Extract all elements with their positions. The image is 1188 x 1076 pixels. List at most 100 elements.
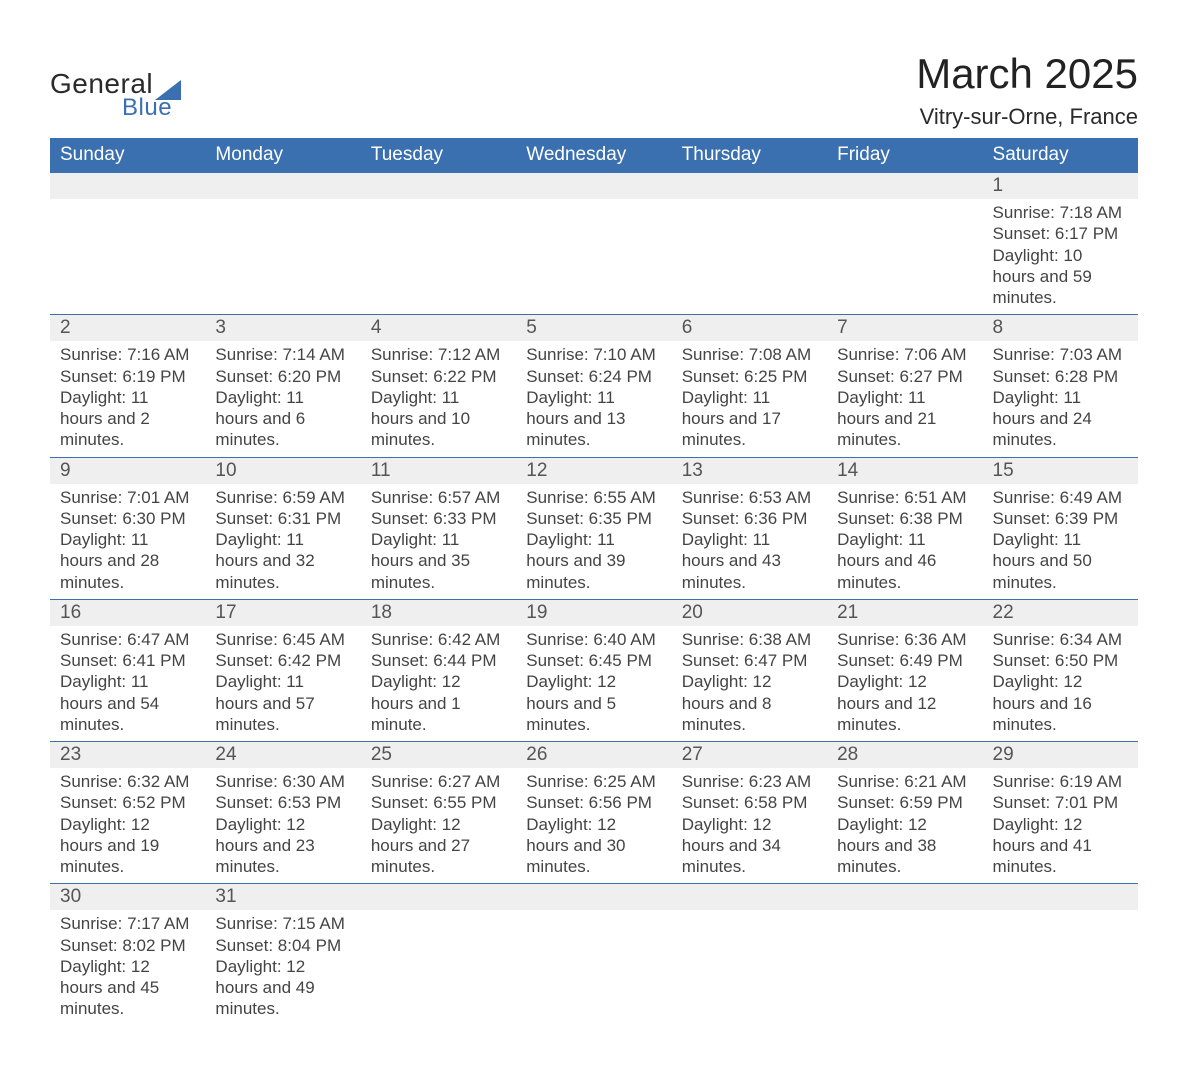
sunrise-line: Sunrise: 7:08 AM xyxy=(682,344,817,365)
day-number-cell: 24 xyxy=(205,742,360,769)
sunrise-line: Sunrise: 6:19 AM xyxy=(993,771,1128,792)
sunset-line: Sunset: 6:41 PM xyxy=(60,650,195,671)
day-number: 21 xyxy=(827,600,982,626)
day-data-cell: Sunrise: 6:34 AMSunset: 6:50 PMDaylight:… xyxy=(983,626,1138,742)
sunrise-line: Sunrise: 7:16 AM xyxy=(60,344,195,365)
page-subtitle: Vitry-sur-Orne, France xyxy=(916,104,1138,130)
daylight-line: Daylight: 12 hours and 45 minutes. xyxy=(60,956,195,1020)
day-number-cell xyxy=(361,173,516,200)
day-data-cell xyxy=(205,199,360,315)
day-data-cell: Sunrise: 6:57 AMSunset: 6:33 PMDaylight:… xyxy=(361,484,516,600)
day-data: Sunrise: 6:36 AMSunset: 6:49 PMDaylight:… xyxy=(827,626,982,741)
day-data: Sunrise: 7:08 AMSunset: 6:25 PMDaylight:… xyxy=(672,341,827,456)
sunset-line: Sunset: 6:45 PM xyxy=(526,650,661,671)
sunrise-line: Sunrise: 7:03 AM xyxy=(993,344,1128,365)
day-data-cell xyxy=(983,910,1138,1025)
daylight-line: Daylight: 12 hours and 23 minutes. xyxy=(215,814,350,878)
day-number: 18 xyxy=(361,600,516,626)
weekday-header: Thursday xyxy=(672,138,827,173)
day-data-cell: Sunrise: 6:21 AMSunset: 6:59 PMDaylight:… xyxy=(827,768,982,884)
weekday-header: Saturday xyxy=(983,138,1138,173)
day-data xyxy=(672,199,827,208)
day-number xyxy=(672,173,827,177)
day-number xyxy=(516,884,671,888)
day-number-cell: 29 xyxy=(983,742,1138,769)
day-data-cell: Sunrise: 6:38 AMSunset: 6:47 PMDaylight:… xyxy=(672,626,827,742)
day-data-cell: Sunrise: 7:18 AMSunset: 6:17 PMDaylight:… xyxy=(983,199,1138,315)
day-number-cell: 3 xyxy=(205,315,360,342)
day-data-cell: Sunrise: 6:45 AMSunset: 6:42 PMDaylight:… xyxy=(205,626,360,742)
sunset-line: Sunset: 6:17 PM xyxy=(993,223,1128,244)
day-data-cell: Sunrise: 6:59 AMSunset: 6:31 PMDaylight:… xyxy=(205,484,360,600)
day-number-cell: 25 xyxy=(361,742,516,769)
day-number: 2 xyxy=(50,315,205,341)
day-data-cell: Sunrise: 6:51 AMSunset: 6:38 PMDaylight:… xyxy=(827,484,982,600)
sunset-line: Sunset: 6:33 PM xyxy=(371,508,506,529)
day-data: Sunrise: 6:19 AMSunset: 7:01 PMDaylight:… xyxy=(983,768,1138,883)
daydata-row: Sunrise: 7:01 AMSunset: 6:30 PMDaylight:… xyxy=(50,484,1138,600)
day-number: 20 xyxy=(672,600,827,626)
day-data: Sunrise: 7:10 AMSunset: 6:24 PMDaylight:… xyxy=(516,341,671,456)
day-data-cell: Sunrise: 6:49 AMSunset: 6:39 PMDaylight:… xyxy=(983,484,1138,600)
day-data-cell: Sunrise: 6:19 AMSunset: 7:01 PMDaylight:… xyxy=(983,768,1138,884)
daylight-line: Daylight: 11 hours and 54 minutes. xyxy=(60,671,195,735)
day-data: Sunrise: 6:42 AMSunset: 6:44 PMDaylight:… xyxy=(361,626,516,741)
sunrise-line: Sunrise: 6:45 AM xyxy=(215,629,350,650)
sunset-line: Sunset: 6:22 PM xyxy=(371,366,506,387)
day-number-cell: 23 xyxy=(50,742,205,769)
title-block: March 2025 Vitry-sur-Orne, France xyxy=(916,50,1138,130)
day-data: Sunrise: 6:23 AMSunset: 6:58 PMDaylight:… xyxy=(672,768,827,883)
day-number-cell: 30 xyxy=(50,884,205,911)
daynum-row: 2345678 xyxy=(50,315,1138,342)
day-number: 25 xyxy=(361,742,516,768)
day-number: 10 xyxy=(205,458,360,484)
sunset-line: Sunset: 6:44 PM xyxy=(371,650,506,671)
sunrise-line: Sunrise: 6:38 AM xyxy=(682,629,817,650)
day-number: 12 xyxy=(516,458,671,484)
daylight-line: Daylight: 12 hours and 5 minutes. xyxy=(526,671,661,735)
sunrise-line: Sunrise: 6:42 AM xyxy=(371,629,506,650)
daylight-line: Daylight: 12 hours and 1 minute. xyxy=(371,671,506,735)
sunrise-line: Sunrise: 6:53 AM xyxy=(682,487,817,508)
day-number: 7 xyxy=(827,315,982,341)
sunset-line: Sunset: 8:04 PM xyxy=(215,935,350,956)
weekday-header: Tuesday xyxy=(361,138,516,173)
sunset-line: Sunset: 6:28 PM xyxy=(993,366,1128,387)
day-data: Sunrise: 7:03 AMSunset: 6:28 PMDaylight:… xyxy=(983,341,1138,456)
daylight-line: Daylight: 12 hours and 41 minutes. xyxy=(993,814,1128,878)
weekday-header: Wednesday xyxy=(516,138,671,173)
sunset-line: Sunset: 6:58 PM xyxy=(682,792,817,813)
day-data-cell: Sunrise: 7:10 AMSunset: 6:24 PMDaylight:… xyxy=(516,341,671,457)
day-number-cell: 1 xyxy=(983,173,1138,200)
day-number-cell: 12 xyxy=(516,457,671,484)
sunset-line: Sunset: 6:53 PM xyxy=(215,792,350,813)
day-number: 8 xyxy=(983,315,1138,341)
daydata-row: Sunrise: 6:32 AMSunset: 6:52 PMDaylight:… xyxy=(50,768,1138,884)
sunset-line: Sunset: 6:19 PM xyxy=(60,366,195,387)
daylight-line: Daylight: 10 hours and 59 minutes. xyxy=(993,245,1128,309)
day-number xyxy=(361,173,516,177)
day-data: Sunrise: 6:57 AMSunset: 6:33 PMDaylight:… xyxy=(361,484,516,599)
sunrise-line: Sunrise: 7:15 AM xyxy=(215,913,350,934)
day-number-cell: 26 xyxy=(516,742,671,769)
daydata-row: Sunrise: 6:47 AMSunset: 6:41 PMDaylight:… xyxy=(50,626,1138,742)
sunset-line: Sunset: 6:24 PM xyxy=(526,366,661,387)
daylight-line: Daylight: 11 hours and 2 minutes. xyxy=(60,387,195,451)
day-data-cell: Sunrise: 6:40 AMSunset: 6:45 PMDaylight:… xyxy=(516,626,671,742)
sunrise-line: Sunrise: 6:40 AM xyxy=(526,629,661,650)
day-number-cell: 17 xyxy=(205,599,360,626)
day-data-cell xyxy=(361,910,516,1025)
day-number-cell xyxy=(983,884,1138,911)
day-data-cell: Sunrise: 6:55 AMSunset: 6:35 PMDaylight:… xyxy=(516,484,671,600)
day-data: Sunrise: 7:12 AMSunset: 6:22 PMDaylight:… xyxy=(361,341,516,456)
day-data: Sunrise: 7:14 AMSunset: 6:20 PMDaylight:… xyxy=(205,341,360,456)
header: General Blue March 2025 Vitry-sur-Orne, … xyxy=(50,50,1138,130)
day-number: 14 xyxy=(827,458,982,484)
daylight-line: Daylight: 11 hours and 21 minutes. xyxy=(837,387,972,451)
daylight-line: Daylight: 11 hours and 39 minutes. xyxy=(526,529,661,593)
daylight-line: Daylight: 11 hours and 35 minutes. xyxy=(371,529,506,593)
day-number-cell: 2 xyxy=(50,315,205,342)
day-data-cell: Sunrise: 7:01 AMSunset: 6:30 PMDaylight:… xyxy=(50,484,205,600)
sunrise-line: Sunrise: 7:12 AM xyxy=(371,344,506,365)
day-number-cell: 5 xyxy=(516,315,671,342)
